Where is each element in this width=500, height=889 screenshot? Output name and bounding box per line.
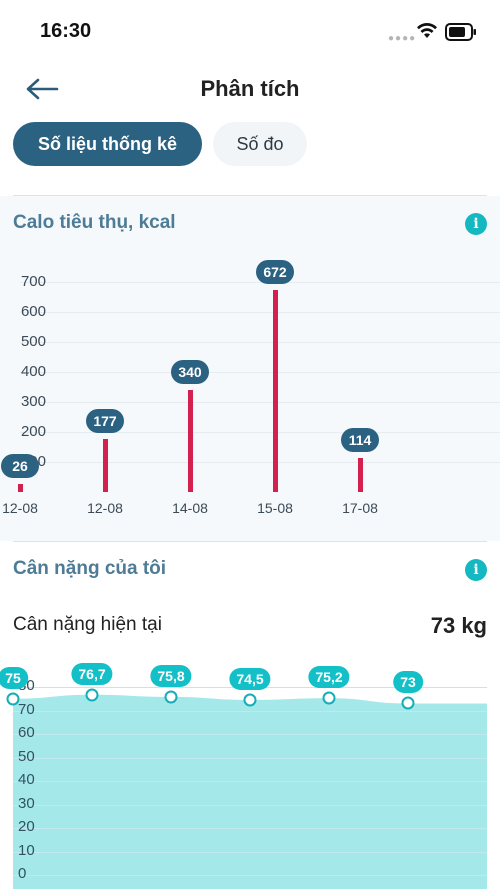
point-value-label: 75,2	[308, 666, 350, 689]
y-tick-label: 60	[18, 724, 35, 741]
y-tick-label: 50	[18, 748, 35, 765]
bar-value-label: 340	[171, 360, 209, 384]
current-weight-label: Cân nặng hiện tại	[13, 614, 162, 635]
y-tick-label: 400	[20, 363, 46, 380]
data-point[interactable]	[85, 688, 99, 702]
wifi-icon	[417, 22, 437, 38]
signal-icon: ●●●●	[388, 33, 417, 44]
data-point[interactable]	[243, 693, 257, 707]
grid-line	[20, 432, 500, 433]
grid-line	[13, 734, 487, 735]
calories-card	[0, 196, 500, 541]
weight-chart: 80 70 60 50 40 30 20 10 0 75 76,7 75,8 74,5 75,2 73	[0, 660, 500, 889]
bar[interactable]	[102, 438, 108, 492]
x-tick-label: 14-08	[172, 500, 208, 516]
grid-line	[13, 875, 487, 876]
grid-line	[20, 282, 500, 283]
battery-icon	[445, 23, 476, 41]
status-bar: 16:30 ●●●●	[0, 0, 500, 60]
bar-value-label: 114	[341, 427, 379, 452]
grid-line	[13, 805, 487, 806]
divider	[13, 195, 487, 196]
back-arrow-icon[interactable]	[24, 74, 60, 104]
current-weight-value: 73 kg	[430, 613, 487, 638]
data-point[interactable]	[322, 691, 336, 705]
grid-line	[13, 852, 487, 853]
divider	[13, 541, 487, 542]
grid-line	[20, 312, 500, 313]
point-value-label: 74,5	[229, 667, 271, 690]
point-value-label: 75	[0, 666, 28, 689]
y-tick-label: 500	[20, 333, 46, 350]
weight-title: Cân nặng của tôi	[13, 558, 167, 579]
x-tick-label: 17-08	[342, 500, 378, 516]
data-point[interactable]	[164, 690, 178, 704]
grid-line	[13, 781, 487, 782]
point-value-label: 75,8	[150, 664, 192, 687]
y-tick-label: 40	[18, 771, 35, 788]
point-value-label: 73	[393, 671, 423, 694]
bar[interactable]	[357, 457, 363, 492]
bar-value-label: 26	[1, 454, 39, 479]
y-tick-label: 700	[20, 273, 46, 290]
data-point[interactable]	[401, 696, 415, 710]
grid-line	[13, 828, 487, 829]
bar[interactable]	[17, 484, 23, 492]
y-tick-label: 10	[18, 842, 35, 859]
bar-value-label: 672	[256, 260, 294, 285]
info-icon[interactable]: i	[465, 213, 487, 235]
bar[interactable]	[187, 390, 193, 492]
y-tick-label: 0	[18, 865, 27, 882]
y-tick-label: 200	[20, 423, 46, 440]
info-icon[interactable]: i	[465, 559, 487, 581]
tab-measurements[interactable]: Số đo	[213, 122, 307, 166]
grid-line	[13, 711, 487, 712]
y-tick-label: 20	[18, 818, 35, 835]
y-tick-label: 600	[20, 303, 46, 320]
status-time: 16:30	[40, 20, 92, 42]
x-tick-label: 12-08	[2, 500, 38, 516]
grid-line	[20, 342, 500, 343]
grid-line	[20, 402, 500, 403]
tab-statistics[interactable]: Số liệu thống kê	[13, 122, 202, 166]
point-value-label: 76,7	[71, 662, 113, 685]
weight-area-fill	[13, 694, 487, 889]
grid-line	[20, 462, 500, 463]
x-tick-label: 12-08	[87, 500, 123, 516]
calories-title: Calo tiêu thụ, kcal	[13, 212, 176, 233]
y-tick-label: 70	[18, 701, 35, 718]
y-tick-label: 30	[18, 795, 35, 812]
bar[interactable]	[272, 290, 278, 492]
grid-line	[13, 758, 487, 759]
y-tick-label: 300	[20, 393, 46, 410]
grid-line	[20, 372, 500, 373]
bar-value-label: 177	[86, 408, 124, 433]
weight-area	[13, 694, 487, 889]
data-point[interactable]	[6, 692, 20, 706]
page-title: Phân tích	[200, 76, 300, 101]
x-tick-label: 15-08	[257, 500, 293, 516]
